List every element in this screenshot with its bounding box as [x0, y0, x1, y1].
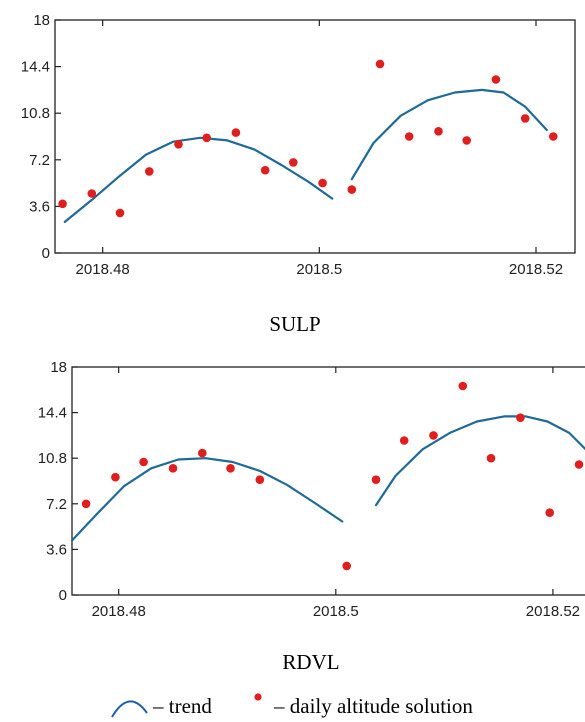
- plot-frame: [54, 19, 576, 254]
- trend-curve: [70, 457, 344, 542]
- y-tick-label: 0: [59, 587, 67, 604]
- trend-curve: [374, 415, 585, 507]
- data-point: [375, 59, 385, 69]
- y-tick-label: 14.4: [38, 405, 67, 422]
- data-point: [458, 381, 468, 391]
- x-tick-label: 2018.5: [296, 261, 342, 278]
- trend-curve: [350, 88, 548, 181]
- x-tick-label: 2018.48: [92, 603, 146, 620]
- data-point: [342, 561, 352, 571]
- data-point: [202, 133, 211, 143]
- y-tick-label: 18: [50, 359, 67, 376]
- data-point: [429, 431, 438, 440]
- trend-lines: [70, 415, 585, 542]
- data-point: [198, 448, 207, 458]
- data-point: [491, 75, 501, 84]
- y-tick-label: 0: [42, 245, 50, 262]
- data-point: [115, 208, 125, 218]
- x-axis: 2018.48 2018.5 2018.52: [92, 367, 580, 620]
- data-point: [58, 199, 67, 209]
- data-point: [371, 475, 381, 485]
- x-tick-label: 2018.52: [526, 603, 580, 620]
- data-point: [486, 453, 496, 463]
- data-point: [168, 464, 178, 473]
- data-point: [289, 158, 298, 167]
- y-tick-label: 7.2: [46, 496, 67, 513]
- x-tick-label: 2018.52: [509, 261, 563, 278]
- data-point: [404, 132, 414, 141]
- legend: – trend – daily altitude solution: [111, 693, 473, 718]
- data-point: [87, 189, 97, 198]
- data-point: [231, 128, 241, 137]
- trend-legend-icon: [111, 700, 148, 718]
- data-point: [434, 127, 443, 136]
- data-point: [318, 178, 327, 188]
- data-point: [81, 499, 91, 509]
- y-tick-label: 10.8: [38, 450, 67, 467]
- data-points: [58, 59, 558, 218]
- legend-trend-label: – trend: [152, 694, 212, 718]
- chart-sulp: 0 3.6 7.2 10.8 14.4 18 2018.48 2018.5 2018.52: [21, 12, 576, 278]
- data-point: [255, 475, 265, 485]
- y-tick-label: 10.8: [21, 105, 50, 122]
- x-axis: 2018.48 2018.5 2018.52: [76, 20, 563, 278]
- data-point: [226, 464, 235, 473]
- plot-frame: [71, 366, 585, 596]
- point-legend-icon: [254, 693, 262, 701]
- y-tick-label: 7.2: [29, 152, 50, 169]
- trend-lines: [63, 88, 548, 223]
- data-point: [145, 167, 154, 176]
- legend-points-label: – daily altitude solution: [273, 694, 473, 718]
- y-axis: 0 3.6 7.2 10.8 14.4 18: [38, 359, 78, 604]
- data-point: [545, 508, 554, 517]
- x-tick-label: 2018.48: [76, 261, 130, 278]
- chart-caption-sulp: SULP: [269, 312, 320, 336]
- x-tick-label: 2018.5: [313, 603, 359, 620]
- data-point: [260, 165, 270, 175]
- data-point: [111, 472, 120, 482]
- y-tick-label: 18: [33, 12, 50, 29]
- data-point: [574, 460, 584, 469]
- y-axis: 0 3.6 7.2 10.8 14.4 18: [21, 12, 61, 262]
- chart-caption-rdvl: RDVL: [282, 650, 339, 674]
- data-point: [139, 457, 148, 467]
- data-point: [347, 185, 357, 194]
- data-point: [462, 136, 472, 145]
- data-point: [549, 132, 558, 141]
- y-tick-label: 14.4: [21, 59, 50, 76]
- data-point: [520, 114, 530, 123]
- data-point: [174, 140, 183, 149]
- chart-rdvl: 0 3.6 7.2 10.8 14.4 18 2018.48 2018.5 2018.52: [38, 359, 585, 620]
- y-tick-label: 3.6: [29, 198, 50, 215]
- data-point: [516, 413, 525, 423]
- data-point: [399, 436, 409, 445]
- trend-curve: [63, 136, 334, 223]
- y-tick-label: 3.6: [46, 541, 67, 558]
- data-points: [81, 381, 584, 571]
